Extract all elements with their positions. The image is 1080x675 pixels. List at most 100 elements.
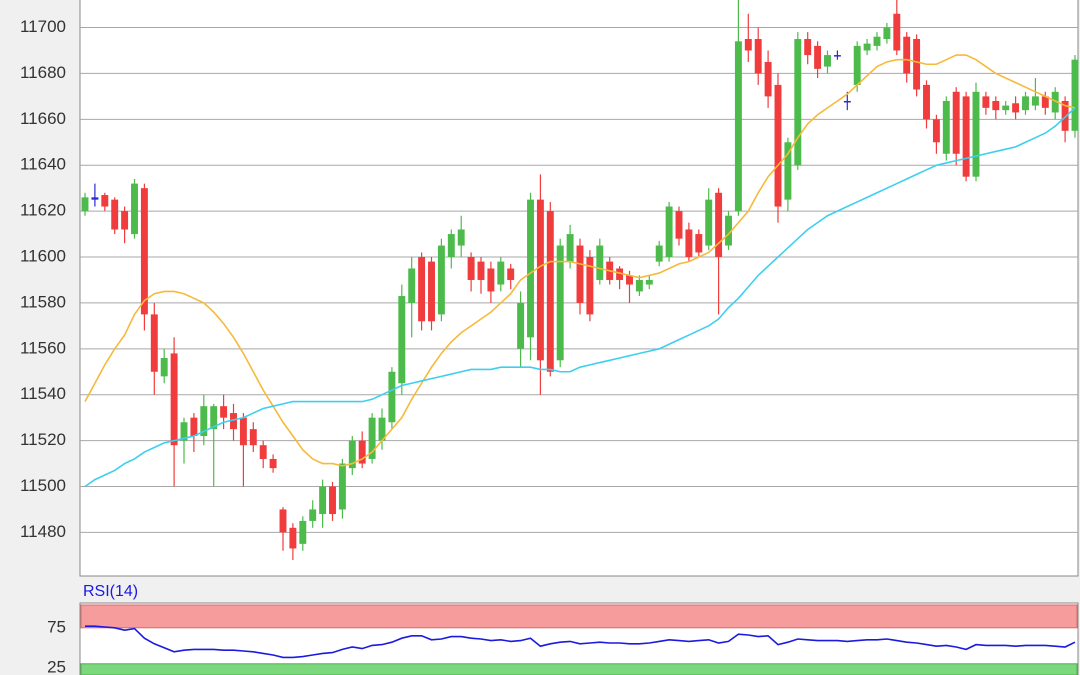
candle-body — [497, 261, 505, 285]
candle-body — [616, 268, 624, 280]
candle-body — [259, 445, 267, 459]
candle-body — [91, 197, 99, 200]
candle-body — [675, 211, 683, 239]
line-series — [84, 107, 1076, 488]
y-tick-label: 25 — [47, 657, 66, 675]
candle-body — [200, 406, 208, 437]
candle-body — [418, 257, 426, 322]
overbought-band — [80, 604, 1078, 629]
candle-body — [972, 91, 980, 177]
candle-body — [883, 27, 891, 40]
candle-body — [794, 39, 802, 166]
candle-body — [319, 486, 327, 515]
candle-body — [190, 417, 198, 437]
y-tick-label: 75 — [47, 617, 66, 636]
candle-body — [734, 41, 742, 212]
y-tick-label: 11540 — [20, 384, 66, 403]
y-tick-label: 11620 — [20, 201, 66, 220]
candle-body — [1061, 100, 1069, 131]
candle-body — [408, 268, 416, 303]
candle-body — [645, 279, 653, 285]
candle-body — [1022, 96, 1029, 111]
candle-body — [774, 84, 782, 207]
candle-body — [447, 234, 455, 258]
candle-body — [566, 234, 574, 262]
candle-body — [289, 527, 297, 549]
candle-body — [1071, 59, 1079, 131]
candle-body — [239, 417, 247, 446]
candle-body — [824, 55, 831, 67]
candle-body — [695, 234, 703, 253]
candle-body — [863, 43, 871, 51]
candle-body — [220, 406, 228, 418]
candle-body — [586, 257, 594, 315]
candle-body — [1051, 91, 1059, 113]
candle-body — [210, 406, 218, 430]
candle-body — [1002, 105, 1010, 111]
candle-body — [269, 458, 277, 469]
candle-body — [527, 199, 534, 338]
y-tick-label: 11660 — [20, 109, 66, 128]
candle-body — [230, 413, 237, 430]
candle-body — [546, 211, 554, 372]
candle-body — [536, 199, 544, 361]
candle-body — [715, 192, 723, 258]
candle-body — [487, 268, 495, 292]
rsi-title: RSI(14) — [83, 583, 138, 600]
candle-body — [279, 509, 287, 533]
candle-body — [477, 261, 485, 280]
candle-body — [556, 245, 564, 361]
candle-body — [596, 245, 604, 280]
line-series — [85, 625, 1076, 659]
candle-body — [923, 84, 930, 120]
candle-body — [428, 261, 435, 322]
y-tick-label: 11600 — [20, 247, 66, 266]
candle-body — [952, 91, 960, 154]
candle-body — [982, 96, 990, 108]
candle-body — [843, 100, 851, 103]
candle-body — [358, 440, 366, 464]
y-tick-label: 11520 — [20, 430, 66, 449]
candle-body — [913, 39, 921, 90]
candle-body — [853, 45, 861, 85]
line-series — [84, 54, 1076, 467]
candle-body — [507, 268, 515, 280]
candle-body — [626, 275, 633, 285]
y-tick-label: 11480 — [20, 522, 66, 541]
y-tick-label: 11700 — [20, 17, 66, 36]
candle-body — [754, 39, 762, 74]
candle-body — [725, 215, 732, 246]
candle-body — [833, 55, 841, 57]
candle-body — [140, 188, 148, 315]
candle-body — [1012, 103, 1020, 113]
candle-body — [467, 257, 475, 280]
candle-body — [299, 520, 307, 544]
candle-body — [249, 429, 257, 446]
candle-body — [338, 463, 346, 510]
candle-body — [576, 245, 584, 303]
candle-body — [101, 195, 109, 207]
candle-body — [111, 199, 119, 230]
candle-body — [309, 509, 317, 521]
candle-body — [398, 296, 406, 384]
candle-body — [170, 353, 178, 446]
candle-body — [903, 36, 911, 74]
candle-body — [180, 422, 188, 441]
candle-body — [814, 45, 822, 69]
candle-body — [784, 142, 792, 200]
candle-body — [665, 206, 673, 258]
y-tick-label: 11640 — [20, 155, 66, 174]
candle-body — [150, 314, 158, 372]
y-tick-label: 11680 — [20, 63, 66, 82]
candle-body — [932, 119, 940, 143]
candle-body — [517, 302, 525, 349]
candle-body — [962, 96, 970, 177]
candle-body — [329, 486, 336, 515]
candle-body — [655, 245, 663, 262]
candle-body — [368, 417, 376, 459]
candle-body — [635, 279, 643, 292]
candle-body — [992, 100, 1000, 111]
candle-body — [893, 13, 901, 51]
